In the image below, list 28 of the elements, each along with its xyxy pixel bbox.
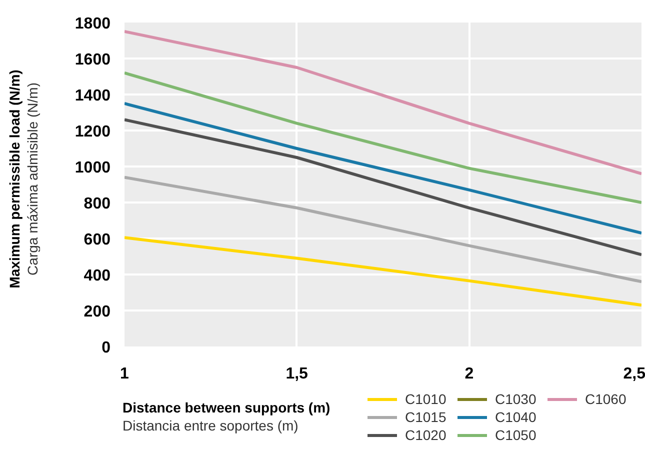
y-tick-label: 1800 [74, 16, 111, 32]
y-tick-label: 200 [84, 304, 111, 320]
line-series [124, 30, 642, 176]
line-series [124, 71, 642, 204]
legend-label: C1010 [405, 391, 448, 407]
line-series [124, 236, 642, 307]
x-axis-title: Distance between supports (m) Distancia entre soportes (m) [122, 400, 330, 434]
x-tick-label: 2 [464, 366, 474, 382]
y-tick-label: 1600 [74, 52, 111, 68]
x-tick-label: 2,5 [623, 366, 645, 382]
legend-label: C1040 [495, 409, 538, 425]
y-tick-label: 600 [84, 232, 111, 248]
y-tick-label: 1000 [74, 160, 111, 176]
y-tick-label: 0 [102, 340, 111, 356]
y-tick-label: 800 [84, 196, 111, 212]
x-tick-label: 1,5 [286, 366, 308, 382]
x-tick-label: 1 [120, 366, 130, 382]
legend-label: C1020 [405, 427, 448, 443]
legend-label: C1060 [585, 391, 628, 407]
y-tick-label: 1400 [74, 88, 111, 104]
legend-label: C1015 [405, 409, 448, 425]
y-tick-label: 1200 [74, 124, 111, 140]
legend-label: C1030 [495, 391, 538, 407]
line-series [124, 176, 642, 284]
line-series [124, 118, 642, 256]
line-series [124, 102, 642, 235]
y-tick-label: 400 [84, 268, 111, 284]
legend-label: C1050 [495, 427, 538, 443]
